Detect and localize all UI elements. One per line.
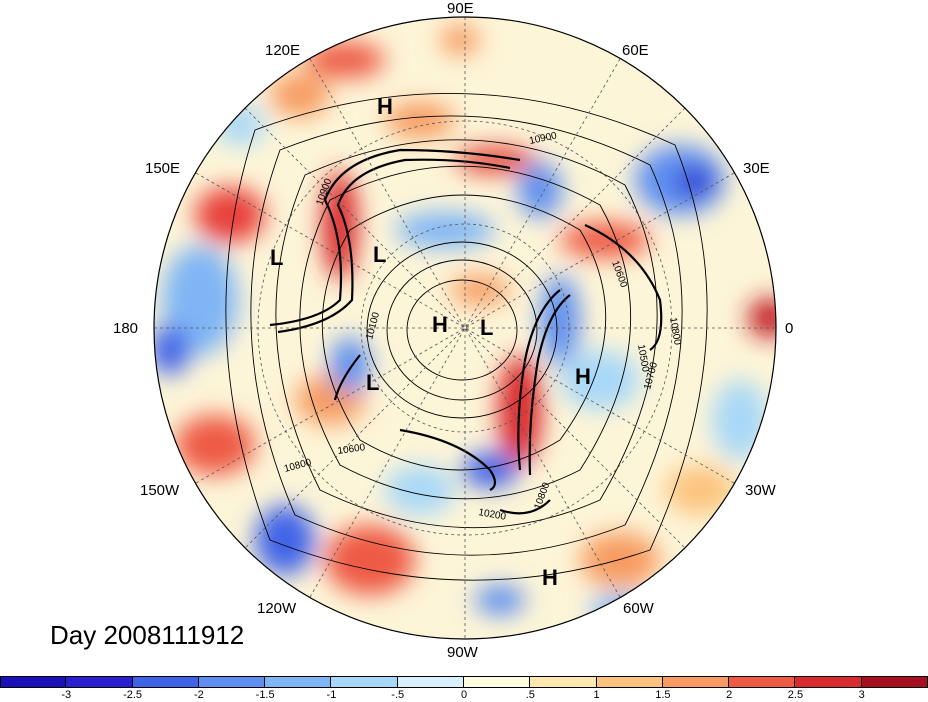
pressure-center: L [373,242,386,267]
longitude-label: 90E [447,0,474,17]
longitude-label: 120E [265,42,301,59]
colorbar-swatch [530,676,597,688]
colorbar-tick-label: -2.5 [123,689,143,701]
contour-label: 10500 [635,344,651,374]
colorbar-swatch [729,676,796,688]
colorbar-swatch [132,676,199,688]
contour-label: 10800 [667,317,683,347]
pressure-center: L [480,315,493,340]
colorbar-swatch [861,676,928,688]
colorbar-tick-label: -3 [61,689,72,701]
colorbar-tick-label: -1.5 [255,689,275,701]
longitude-label: 30W [745,482,776,499]
colorbar-tick-label: 1.5 [655,689,671,701]
pressure-center: H [542,565,558,590]
colorbar-swatch [596,676,663,688]
colorbar-tick-label: -2 [193,689,204,701]
colorbar-swatch [198,676,266,688]
colorbar-tick-label: -1 [326,689,337,701]
longitude-label: 90W [447,644,478,661]
colorbar-swatch [795,676,862,688]
longitude-label: 150W [140,482,180,499]
pressure-center: H [432,312,448,337]
contour-label: 10200 [477,507,507,523]
day-title: Day 2008111912 [50,620,245,650]
colorbar [0,676,928,688]
pressure-center: H [377,94,393,119]
colorbar-tick-label: 2 [726,689,733,701]
longitude-label: 120W [257,600,297,617]
longitude-label: 150E [145,160,181,177]
colorbar-tick-label: 1 [593,689,600,701]
colorbar-swatch [66,676,133,688]
colorbar-swatch [662,676,730,688]
colorbar-tick-label: 0 [460,689,468,701]
colorbar-tick-label: 3 [858,689,865,701]
longitude-label: 0 [785,320,794,337]
longitude-label: 30E [743,160,770,177]
colorbar-swatch [0,676,67,688]
colorbar-tick-label: -.5 [391,689,405,701]
longitude-label: 60E [622,42,649,59]
pressure-centers: H L L H L L H H [270,94,591,590]
pressure-center: H [575,364,591,389]
longitude-label: 60W [623,600,654,617]
colorbar-swatch [397,676,464,688]
contour-label: 10600 [337,442,367,457]
pressure-center: L [270,245,283,270]
colorbar-swatch [331,676,398,688]
pressure-center: L [366,370,379,395]
anomaly-field [154,17,776,639]
colorbar-swatch [265,676,332,688]
colorbar-swatch [463,676,531,688]
map-boundary [153,16,777,640]
colorbar-tick-label: .5 [525,689,535,701]
colorbar-tick-label: 2.5 [787,689,804,701]
longitude-label: 180 [113,320,139,337]
